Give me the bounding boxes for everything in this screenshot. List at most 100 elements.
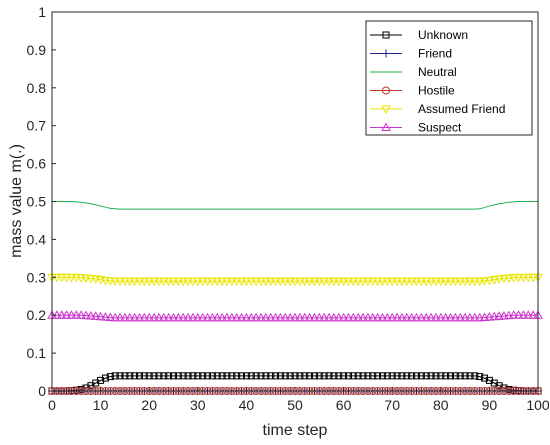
series-point	[272, 372, 280, 380]
series-point	[223, 372, 231, 380]
series-point	[262, 372, 270, 380]
series-point	[116, 372, 124, 380]
x-tick-label: 40	[239, 397, 255, 413]
series-point	[329, 312, 339, 322]
series-point	[115, 277, 125, 287]
series-point	[135, 372, 143, 380]
series-point	[382, 277, 393, 287]
series-point	[465, 312, 475, 322]
x-tick-label: 70	[384, 397, 400, 413]
series-point	[165, 372, 173, 380]
series-point	[401, 277, 412, 287]
series-point	[197, 277, 208, 287]
legend-label: Friend	[418, 47, 452, 61]
series-point	[270, 312, 281, 322]
series-point	[213, 372, 221, 380]
series-point	[197, 312, 208, 322]
series-point	[335, 372, 343, 380]
series-point	[207, 312, 218, 322]
series-point	[134, 277, 145, 287]
series-point	[299, 277, 310, 287]
y-tick-label: 0.7	[27, 118, 47, 134]
series-point	[81, 274, 91, 284]
series-point	[260, 312, 271, 322]
series-point	[406, 277, 417, 287]
series-point	[217, 312, 227, 322]
series-point	[416, 277, 427, 287]
series-point	[144, 312, 155, 322]
series-point	[369, 372, 377, 380]
series-line	[52, 314, 538, 319]
series-point	[484, 312, 495, 321]
series-point	[440, 277, 451, 287]
series-point	[513, 310, 524, 319]
series-point	[309, 312, 320, 322]
legend-label: Neutral	[418, 65, 457, 79]
series-point	[460, 277, 470, 287]
series-point	[183, 277, 193, 287]
series-point	[469, 312, 480, 322]
legend-swatch-marker	[381, 105, 391, 115]
series-point	[469, 277, 480, 287]
series-point	[241, 312, 252, 322]
series-point	[451, 372, 459, 380]
y-tick-label: 0.4	[27, 231, 47, 247]
series-point	[218, 372, 226, 380]
series-point	[378, 372, 386, 380]
series-point	[275, 312, 286, 322]
series-point	[431, 277, 441, 287]
series-point	[173, 312, 184, 322]
series-point	[163, 312, 174, 322]
series-point	[124, 277, 135, 287]
series-point	[247, 372, 255, 380]
x-tick-label: 60	[336, 397, 352, 413]
legend-box	[365, 20, 533, 136]
series-point	[140, 372, 148, 380]
series-point	[126, 372, 134, 380]
series-point	[374, 372, 382, 380]
series-point	[523, 310, 534, 319]
series-point	[403, 372, 411, 380]
series-point	[528, 310, 539, 319]
x-tick-label: 10	[93, 397, 109, 413]
series-point	[265, 312, 276, 322]
series-point	[286, 372, 294, 380]
series-point	[338, 277, 349, 287]
series-point	[435, 312, 446, 322]
series-point	[257, 372, 265, 380]
series-point	[338, 312, 349, 322]
legend-label: Assumed Friend	[418, 102, 505, 116]
series-point	[270, 277, 281, 287]
series-point	[503, 274, 514, 284]
x-tick-label: 0	[48, 397, 56, 413]
series-point	[358, 277, 368, 287]
series-point	[168, 312, 179, 322]
series-point	[518, 310, 529, 319]
series-point	[267, 372, 275, 380]
series-point	[417, 372, 425, 380]
series-point	[129, 312, 140, 322]
series-point	[388, 372, 396, 380]
legend-swatch-marker	[382, 31, 390, 39]
y-tick-label: 0.3	[27, 269, 47, 285]
series-point	[226, 312, 237, 322]
series-point	[61, 273, 72, 283]
series-point	[363, 312, 373, 322]
series-point	[456, 372, 464, 380]
series-point	[170, 372, 177, 380]
series-point	[460, 312, 470, 322]
series-point	[348, 277, 359, 287]
series-point	[320, 372, 328, 380]
series-point	[241, 277, 252, 287]
series-point	[184, 372, 192, 380]
series-point	[397, 277, 407, 287]
series-point	[56, 273, 67, 283]
series-point	[120, 277, 130, 287]
series-point	[294, 277, 305, 287]
series-point	[387, 312, 398, 322]
x-tick-label: 30	[190, 397, 206, 413]
series-point	[226, 277, 237, 287]
series-point	[499, 310, 509, 320]
series-point	[508, 274, 519, 283]
